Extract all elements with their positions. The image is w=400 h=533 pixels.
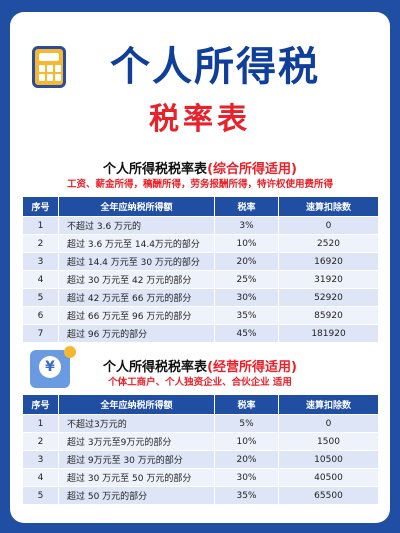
table-cell: 4 (22, 270, 59, 289)
table-cell: 3 (22, 252, 59, 271)
table-cell: 2 (22, 234, 59, 253)
table-cell: 30% (214, 288, 279, 307)
table-cell: 3% (214, 216, 279, 235)
table-cell: 2520 (278, 234, 379, 253)
table-cell: 1500 (278, 432, 379, 451)
table-cell: 20% (214, 450, 279, 469)
table-cell: 7 (22, 324, 59, 343)
table-row: 3 超过 14.4 万元至 30 万元的部分 20% 16920 (22, 252, 379, 271)
table-cell: 10% (214, 432, 279, 451)
column-header: 速算扣除数 (278, 196, 379, 217)
section1-title-text: 个人所得税税率表 (103, 162, 208, 177)
table-row: 1 不超过3万元的 5% 0 (22, 414, 379, 433)
table-cell: 40500 (278, 468, 379, 487)
table-cell: 16920 (278, 252, 379, 271)
table-row: 5 超过 50 万元的部分 35% 65500 (22, 486, 379, 505)
table-cell: 超过 96 万元的部分 (58, 324, 215, 343)
table-cell: 超过 42 万元至 66 万元的部分 (58, 288, 215, 307)
section1-title-highlight: (综合所得适用) (207, 162, 297, 177)
table-row: 2 超过 3万元至9万元的部分 10% 1500 (22, 432, 379, 451)
table-row: 6 超过 66 万元至 96 万元的部分 35% 85920 (22, 306, 379, 325)
table-row: 7 超过 96 万元的部分 45% 181920 (22, 324, 379, 343)
table-cell: 3 (22, 450, 59, 469)
table-cell: 52920 (278, 288, 379, 307)
table-cell: 超过 14.4 万元至 30 万元的部分 (58, 252, 215, 271)
table-cell: 10500 (278, 450, 379, 469)
table-cell: 超过 3万元至9万元的部分 (58, 432, 215, 451)
calculator-icon (32, 46, 66, 88)
table-cell: 1 (22, 414, 59, 433)
column-header: 序号 (22, 196, 59, 217)
table-row: 2 超过 3.6 万元至 14.4万元的部分 10% 2520 (22, 234, 379, 253)
table-row: 5 超过 42 万元至 66 万元的部分 30% 52920 (22, 288, 379, 307)
table-cell: 181920 (278, 324, 379, 343)
section1-title: 个人所得税税率表(综合所得适用) (10, 158, 390, 177)
column-header: 税率 (214, 394, 279, 415)
table-cell: 1 (22, 216, 59, 235)
table-cell: 45% (214, 324, 279, 343)
column-header: 税率 (214, 196, 279, 217)
table-cell: 5% (214, 414, 279, 433)
table-cell: 30% (214, 468, 279, 487)
table-cell: 20% (214, 252, 279, 271)
column-header: 速算扣除数 (278, 394, 379, 415)
table-cell: 不超过3万元的 (58, 414, 215, 433)
table-cell: 85920 (278, 306, 379, 325)
comprehensive-income-table: 序号 全年应纳税所得额 税率 速算扣除数 1 不超过 3.6 万元的 3% 0 2 超过 3.6… (22, 196, 379, 343)
business-income-table: 序号 全年应纳税所得额 税率 速算扣除数 1 不超过3万元的 5% 0 2 超过 3万元至9万元… (22, 394, 379, 505)
table-cell: 6 (22, 306, 59, 325)
table-cell: 31920 (278, 270, 379, 289)
table-cell: 超过 9万元至 30 万元的部分 (58, 450, 215, 469)
table-cell: 超过 50 万元的部分 (58, 486, 215, 505)
tax-card: 个人所得税 税率表 个人所得税税率表(综合所得适用) 工资、薪金所得，稿酬所得，… (10, 12, 390, 523)
table-cell: 35% (214, 486, 279, 505)
column-header: 全年应纳税所得额 (58, 196, 215, 217)
table-row: 1 不超过 3.6 万元的 3% 0 (22, 216, 379, 235)
table-cell: 25% (214, 270, 279, 289)
table-cell: 0 (278, 216, 379, 235)
page-title: 个人所得税 (110, 44, 320, 90)
section2-desc: 个体工商户、个人独资企业、合伙企业 适用 (108, 377, 292, 388)
hero: 个人所得税 税率表 (10, 34, 390, 144)
section2-title-text: 个人所得税税率表 (103, 360, 208, 375)
table-cell: 超过 3.6 万元至 14.4万元的部分 (58, 234, 215, 253)
column-header: 全年应纳税所得额 (58, 394, 215, 415)
table-cell: 2 (22, 432, 59, 451)
table-cell: 超过 30 万元至 42 万元的部分 (58, 270, 215, 289)
table-cell: 4 (22, 468, 59, 487)
section1-desc: 工资、薪金所得，稿酬所得，劳务报酬所得，特许权使用费所得 (66, 179, 333, 190)
wallet-icon: ¥ (30, 346, 76, 388)
table-cell: 35% (214, 306, 279, 325)
table-row: 4 超过 30 万元至 50 万元的部分 30% 40500 (22, 468, 379, 487)
page-subtitle: 税率表 (149, 102, 251, 137)
table-cell: 65500 (278, 486, 379, 505)
column-header: 序号 (22, 394, 59, 415)
table-cell: 超过 30 万元至 50 万元的部分 (58, 468, 215, 487)
section2-title-highlight: (经营所得适用) (207, 360, 297, 375)
table-cell: 5 (22, 288, 59, 307)
table-cell: 10% (214, 234, 279, 253)
table-cell: 5 (22, 486, 59, 505)
table-cell: 0 (278, 414, 379, 433)
table-row: 3 超过 9万元至 30 万元的部分 20% 10500 (22, 450, 379, 469)
section2-title: 个人所得税税率表(经营所得适用) (10, 356, 390, 375)
table-cell: 不超过 3.6 万元的 (58, 216, 215, 235)
table-cell: 超过 66 万元至 96 万元的部分 (58, 306, 215, 325)
table-row: 4 超过 30 万元至 42 万元的部分 25% 31920 (22, 270, 379, 289)
